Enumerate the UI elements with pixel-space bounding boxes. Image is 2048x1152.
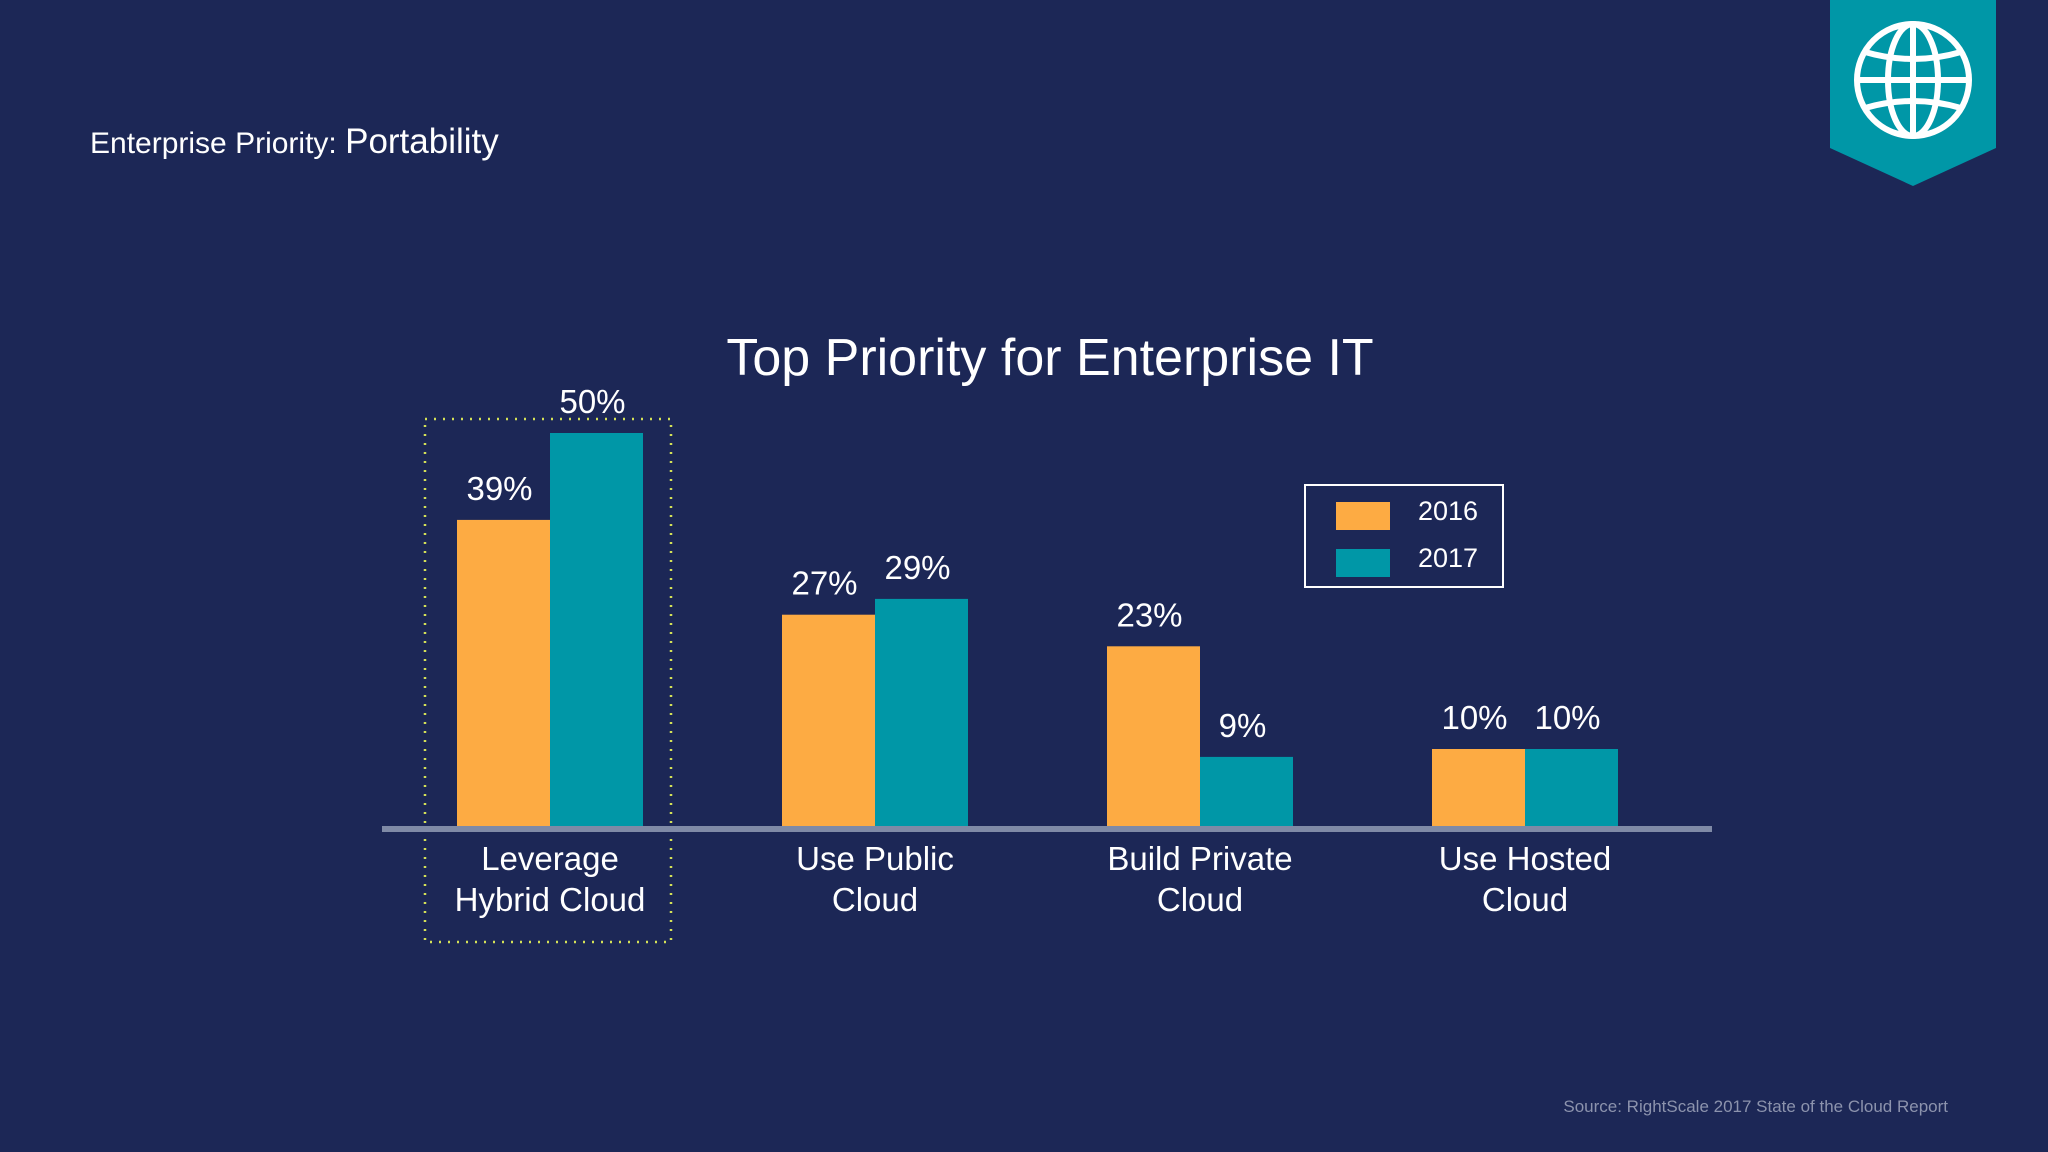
legend-swatch-2017 [1336,549,1390,577]
category-label-1-1: Cloud [832,881,918,918]
bar-2016-0 [457,519,550,828]
category-label-2-0: Build Private [1107,840,1292,877]
globe-icon [1854,21,1972,139]
bar-2017-3 [1525,749,1618,828]
legend-swatch-2016 [1336,502,1390,530]
data-label-2017-3: 10% [1534,699,1600,736]
category-label-3-1: Cloud [1482,881,1568,918]
data-label-2016-3: 10% [1441,699,1507,736]
data-label-2016-0: 39% [466,470,532,507]
data-label-2017-0: 50% [559,383,625,420]
category-label-2-1: Cloud [1157,881,1243,918]
bar-2017-0 [550,433,643,828]
legend-label-2017: 2017 [1418,543,1479,573]
bar-2016-1 [782,614,875,828]
header-topic: Portability [345,122,499,161]
bar-2017-2 [1200,756,1293,828]
slide-header: Enterprise Priority: Portability [90,122,499,162]
chart-title: Top Priority for Enterprise IT [726,329,1374,387]
data-label-2017-1: 29% [884,549,950,586]
highlight-box [423,417,673,944]
data-label-2017-2: 9% [1219,707,1267,744]
header-prefix: Enterprise Priority: [90,127,337,160]
data-label-2016-1: 27% [791,565,857,602]
legend-label-2016: 2016 [1418,496,1479,526]
category-label-0-0: Leverage [481,840,619,877]
category-label-1-0: Use Public [796,840,954,877]
chart-legend: 2016 2017 [1304,484,1504,588]
bar-2017-1 [875,598,968,828]
category-label-3-0: Use Hosted [1439,840,1611,877]
source-note: Source: RightScale 2017 State of the Clo… [1563,1097,1948,1116]
globe-badge [1830,0,1996,186]
category-label-0-1: Hybrid Cloud [455,881,646,918]
data-label-2016-2: 23% [1116,596,1182,633]
bar-2016-3 [1432,749,1525,828]
bar-2016-2 [1107,646,1200,828]
